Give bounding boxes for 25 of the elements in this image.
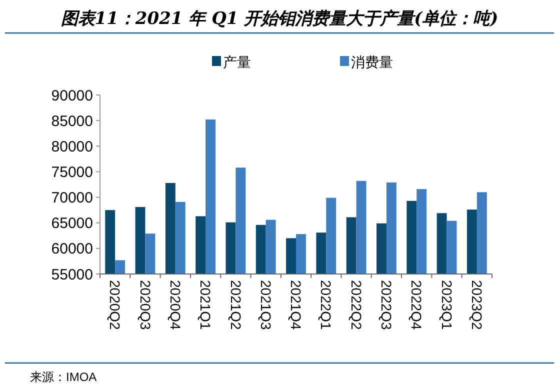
- x-tick-label: 2022Q3: [378, 280, 395, 330]
- x-tick-label: 2022Q1: [318, 280, 334, 330]
- x-tick-label: 2022Q2: [348, 280, 364, 330]
- x-tick-label: 2020Q2: [107, 280, 124, 330]
- y-tick-label: 80000: [51, 138, 93, 156]
- y-tick-label: 90000: [51, 87, 93, 104]
- x-tick-label: 2020Q4: [167, 280, 184, 330]
- x-tick-label: 2020Q3: [137, 280, 154, 330]
- legend-label: 产量: [223, 54, 251, 70]
- x-tick-label: 2021Q2: [228, 280, 244, 330]
- x-tick-label: 2021Q4: [288, 280, 304, 330]
- x-tick-label: 2021Q1: [198, 280, 214, 330]
- x-tick-label: 2021Q3: [258, 280, 274, 330]
- x-tick-label: 2023Q1: [438, 280, 455, 330]
- y-tick-label: 85000: [51, 112, 93, 130]
- x-tick-label: 2022Q4: [408, 280, 425, 330]
- y-tick-label: 65000: [51, 215, 93, 232]
- y-tick-label: 70000: [51, 190, 93, 207]
- source-note: 来源：IMOA: [30, 370, 97, 384]
- x-tick-label: 2023Q2: [469, 280, 486, 330]
- chart-title: 图表11：2021 年 Q1 开始钼消费量大于产量(单位：吨): [60, 9, 498, 29]
- legend-label: 消费量: [351, 54, 393, 70]
- y-tick-label: 60000: [51, 240, 93, 258]
- y-tick-label: 55000: [51, 266, 93, 284]
- y-tick-label: 75000: [51, 164, 93, 181]
